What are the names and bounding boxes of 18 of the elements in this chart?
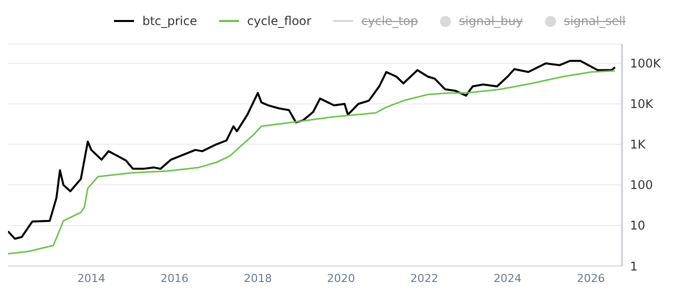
y-tick-label: 1K	[630, 138, 647, 152]
y-tick-label: 100	[630, 178, 653, 192]
x-tick-label: 2026	[576, 272, 605, 285]
x-tick-label: 2018	[244, 272, 272, 285]
x-tick-label: 2024	[494, 272, 522, 285]
legend-label: btc_price	[141, 14, 198, 28]
x-tick-label: 2014	[77, 272, 106, 285]
y-tick-label: 10K	[630, 97, 654, 112]
x-tick-label: 2020	[327, 272, 356, 285]
x-tick-label: 2016	[160, 272, 189, 285]
legend-label: signal_buy	[458, 14, 523, 28]
x-tick-label: 2022	[410, 272, 438, 285]
y-tick-label: 10	[630, 218, 646, 233]
legend-label: cycle_top	[360, 14, 418, 28]
y-tick-label: 1	[630, 259, 638, 274]
legend-label: signal_sell	[562, 14, 626, 28]
legend-label: cycle_floor	[246, 14, 312, 28]
y-tick-label: 100K	[630, 56, 662, 71]
